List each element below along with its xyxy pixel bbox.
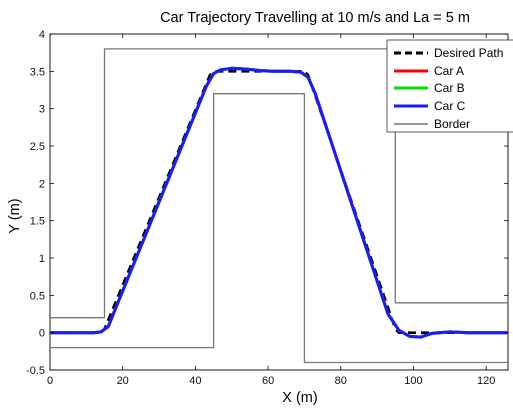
y-axis-label: Y (m)	[7, 198, 23, 233]
legend-label-car-c: Car C	[434, 99, 466, 113]
tick-layer	[49, 33, 508, 371]
y-tick-labels: -0.5 0 0.5 1 1.5 2 2.5 3 3.5 4	[26, 29, 45, 377]
y-tick-label: 2.5	[30, 141, 45, 153]
legend-label-border: Border	[434, 117, 470, 131]
y-tick-label: 4	[39, 29, 45, 41]
y-tick-label: -0.5	[26, 365, 45, 377]
y-tick-label: 1	[39, 253, 45, 265]
y-tick-label: 3.5	[30, 66, 45, 78]
x-tick-label: 40	[189, 375, 201, 387]
legend-box	[386, 39, 513, 133]
x-tick-labels: 0 20 40 60 80 100 120	[47, 375, 495, 387]
x-axis-label: X (m)	[282, 390, 317, 406]
x-tick-label: 100	[404, 375, 422, 387]
series-border-line-2	[50, 93, 508, 364]
series-car-c-line	[50, 66, 508, 339]
series-layer	[50, 48, 508, 364]
y-tick-label: 2	[39, 178, 45, 190]
x-tick-label: 120	[477, 375, 495, 387]
x-tick-label: 60	[262, 375, 274, 387]
y-tick-label: 1.5	[30, 216, 45, 228]
legend-label-car-b: Car B	[434, 81, 465, 95]
legend-label-car-a: Car A	[434, 64, 464, 78]
series-border-line-1	[50, 48, 508, 319]
legend-label-desired-path: Desired Path	[434, 46, 503, 60]
legend: Desired Path Car A Car B Car C Border	[386, 39, 513, 133]
y-tick-label: 0	[39, 328, 45, 340]
y-tick-label: 0.5	[30, 290, 45, 302]
x-tick-label: 20	[117, 375, 129, 387]
y-tick-label: 3	[39, 104, 45, 116]
x-tick-label: 0	[47, 375, 53, 387]
x-tick-label: 80	[335, 375, 347, 387]
chart-title: Car Trajectory Travelling at 10 m/s and …	[160, 10, 470, 26]
